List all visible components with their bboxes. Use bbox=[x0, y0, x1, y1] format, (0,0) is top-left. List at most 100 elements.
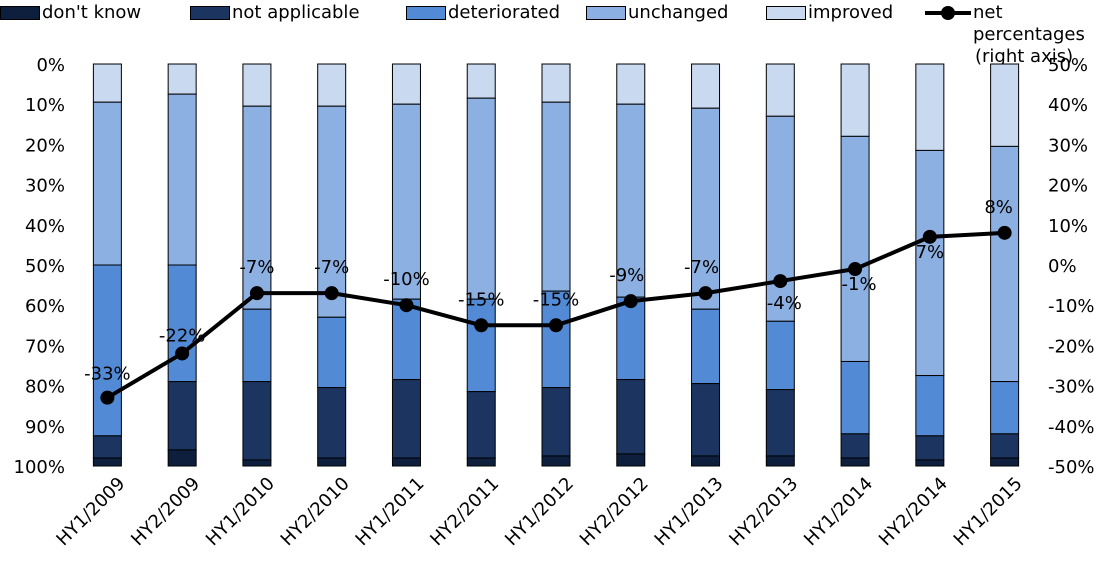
right-axis-tick-label: -20% bbox=[1048, 336, 1095, 357]
net-percentage-point bbox=[848, 262, 863, 277]
bar-segment-not-applicable bbox=[691, 383, 721, 457]
bar-segment-don-t-know bbox=[541, 455, 571, 467]
bar-segment-deteriorated bbox=[167, 264, 197, 383]
x-axis-category-label: HY1/2013 bbox=[651, 473, 728, 550]
net-percentage-label: 7% bbox=[916, 242, 945, 263]
left-axis-tick-label: 50% bbox=[25, 256, 65, 277]
left-axis-tick-label: 20% bbox=[25, 135, 65, 156]
net-percentage-label: -10% bbox=[383, 269, 430, 290]
net-percentage-point bbox=[324, 286, 339, 301]
left-axis-tick-label: 100% bbox=[14, 457, 65, 478]
legend-item-net-percentages: net percentages (right axis) bbox=[925, 2, 1117, 68]
bar-segment-not-applicable bbox=[92, 435, 122, 459]
net-percentage-label: -15% bbox=[458, 289, 505, 310]
bar-segment-deteriorated bbox=[92, 264, 122, 437]
net-percentage-point bbox=[249, 286, 264, 301]
left-axis-tick-label: 70% bbox=[25, 336, 65, 357]
bar-segment-deteriorated bbox=[840, 360, 870, 435]
right-axis-tick-label: -10% bbox=[1048, 296, 1095, 317]
legend-line-marker bbox=[925, 2, 971, 24]
bar-segment-not-applicable bbox=[242, 381, 272, 461]
x-axis-category-label: HY1/2015 bbox=[950, 473, 1027, 550]
left-axis-tick-label: 90% bbox=[25, 417, 65, 438]
legend-swatch-unchanged bbox=[586, 6, 626, 20]
bar-segment-improved bbox=[915, 63, 945, 151]
bar-segment-improved bbox=[92, 63, 122, 103]
right-axis-tick-label: 50% bbox=[1048, 55, 1088, 76]
left-axis-tick-label: 0% bbox=[36, 55, 65, 76]
bar-segment-unchanged bbox=[915, 149, 945, 377]
x-axis-category-label: HY2/2013 bbox=[725, 473, 802, 550]
net-percentage-point bbox=[100, 390, 115, 405]
left-axis-tick-label: 60% bbox=[25, 296, 65, 317]
legend-label-net-line2: (right axis) bbox=[975, 46, 1074, 67]
net-percentage-label: -7% bbox=[314, 257, 349, 278]
legend-item-dont-know: don't know bbox=[0, 2, 141, 24]
legend-label-net-line1: net percentages bbox=[973, 2, 1085, 45]
x-axis-category-label: HY1/2010 bbox=[202, 473, 279, 550]
bar-segment-unchanged bbox=[391, 103, 421, 300]
bar-segment-unchanged bbox=[317, 105, 347, 318]
right-axis-tick-label: 20% bbox=[1048, 176, 1088, 197]
bar-segment-improved bbox=[391, 63, 421, 105]
bar-segment-don-t-know bbox=[167, 449, 197, 467]
bar-segment-unchanged bbox=[242, 105, 272, 310]
bar-segment-deteriorated bbox=[691, 308, 721, 385]
legend-label-deteriorated: deteriorated bbox=[448, 2, 561, 23]
net-percentage-point bbox=[399, 298, 414, 313]
legend-item-not-applicable: not applicable bbox=[190, 2, 360, 24]
x-axis-category-label: HY1/2012 bbox=[501, 473, 578, 550]
bar-segment-don-t-know bbox=[317, 457, 347, 467]
bar-segment-unchanged bbox=[616, 103, 646, 298]
x-axis-category-label: HY1/2011 bbox=[352, 473, 429, 550]
legend-item-unchanged: unchanged bbox=[586, 2, 729, 24]
net-percentage-label: -22% bbox=[159, 325, 206, 346]
right-axis-tick-label: -50% bbox=[1048, 457, 1095, 478]
net-percentage-label: -7% bbox=[684, 257, 719, 278]
left-axis-tick-label: 30% bbox=[25, 176, 65, 197]
right-axis-tick-label: 40% bbox=[1048, 95, 1088, 116]
net-percentage-label: -9% bbox=[609, 265, 644, 286]
bar-segment-improved bbox=[167, 63, 197, 95]
net-percentage-label: -15% bbox=[533, 289, 580, 310]
bar-segment-don-t-know bbox=[990, 457, 1020, 467]
legend-swatch-not-applicable bbox=[190, 6, 230, 20]
legend-label-net-percentages: net percentages (right axis) bbox=[973, 2, 1117, 68]
bar-segment-not-applicable bbox=[317, 387, 347, 459]
left-axis-tick-label: 10% bbox=[25, 95, 65, 116]
bar-segment-don-t-know bbox=[466, 457, 496, 467]
bar-segment-improved bbox=[691, 63, 721, 109]
x-axis-category-label: HY2/2009 bbox=[127, 473, 204, 550]
bar-segment-don-t-know bbox=[915, 459, 945, 467]
left-axis-tick-label: 40% bbox=[25, 216, 65, 237]
bar-segment-unchanged bbox=[840, 135, 870, 362]
bar-segment-improved bbox=[242, 63, 272, 107]
legend-label-dont-know: don't know bbox=[42, 2, 142, 23]
bar-segment-don-t-know bbox=[691, 455, 721, 467]
right-axis-tick-label: 10% bbox=[1048, 216, 1088, 237]
bar-segment-not-applicable bbox=[990, 433, 1020, 459]
bar-segment-not-applicable bbox=[840, 433, 870, 459]
x-axis-category-label: HY2/2014 bbox=[875, 473, 952, 550]
right-axis-tick-label: -30% bbox=[1048, 377, 1095, 398]
left-axis-tick-label: 80% bbox=[25, 377, 65, 398]
bar-segment-not-applicable bbox=[466, 391, 496, 459]
x-axis-category-label: HY1/2009 bbox=[52, 473, 129, 550]
net-percentage-label: -33% bbox=[84, 364, 131, 385]
legend-label-unchanged: unchanged bbox=[628, 2, 729, 23]
net-percentage-point bbox=[623, 294, 638, 309]
bar-segment-unchanged bbox=[466, 97, 496, 300]
bar-segment-not-applicable bbox=[541, 387, 571, 457]
legend: don't know not applicable deteriorated u… bbox=[0, 2, 1117, 67]
bar-segment-don-t-know bbox=[92, 457, 122, 467]
legend-item-improved: improved bbox=[766, 2, 893, 24]
bar-segment-deteriorated bbox=[541, 290, 571, 389]
bar-segment-unchanged bbox=[92, 101, 122, 266]
bar-segment-deteriorated bbox=[765, 320, 795, 391]
bar-segment-not-applicable bbox=[915, 435, 945, 461]
legend-swatch-improved bbox=[766, 6, 806, 20]
legend-label-not-applicable: not applicable bbox=[232, 2, 360, 23]
bar-segment-improved bbox=[990, 63, 1020, 147]
net-percentage-point bbox=[997, 225, 1012, 240]
